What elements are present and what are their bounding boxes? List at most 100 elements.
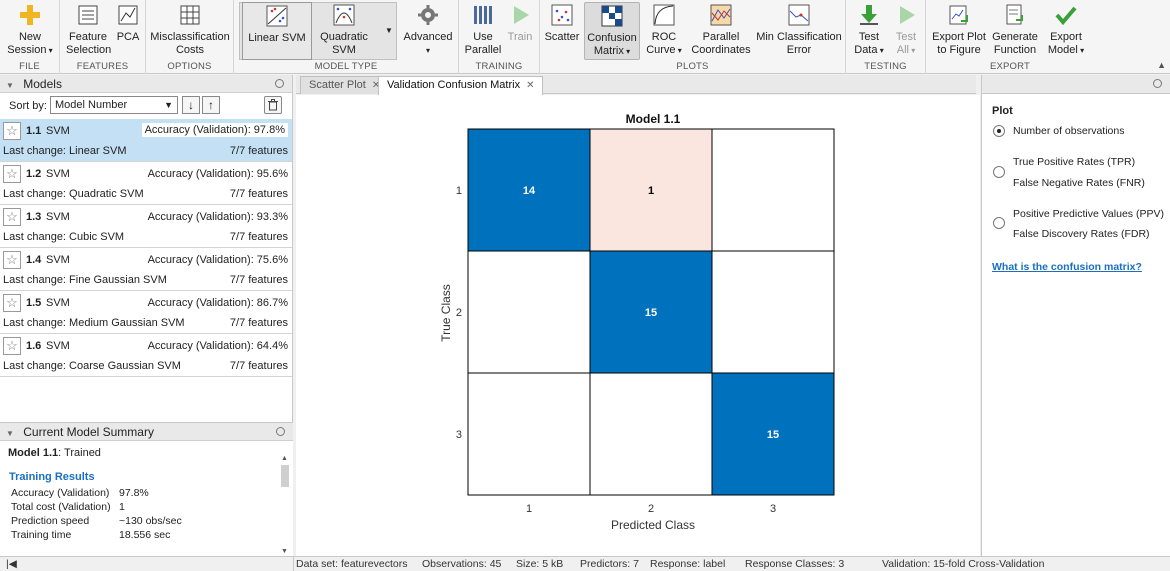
use-parallel-button[interactable]: Use Parallel [463,2,503,60]
scatter-icon [551,4,573,26]
group-plots: Scatter Confusion Matrix ▾ ROC Curve ▾ P… [540,0,846,74]
group-label-model-type: MODEL TYPE [314,61,378,72]
star-icon[interactable]: ☆ [3,208,21,226]
close-icon[interactable]: ✕ [371,80,381,91]
star-icon[interactable]: ☆ [3,337,21,355]
checkmark-icon [1055,6,1077,26]
model-features: 7/7 features [229,188,288,200]
panel-options-icon[interactable] [276,427,285,436]
group-model-type: Linear SVM Quadratic SVM ▼ Advanced ▾ MOD… [234,0,459,74]
radio-number-of-observations[interactable] [993,125,1005,137]
summary-scrollbar[interactable]: ▲ ▼ [280,455,290,555]
delete-model-button[interactable] [264,96,282,114]
advanced-button[interactable]: Advanced ▾ [402,2,454,60]
quadratic-svm-button[interactable]: Quadratic SVM [314,2,374,60]
confusion-matrix-button[interactable]: Confusion Matrix ▾ [584,2,640,60]
current-model-summary: ▼ Current Model Summary Model 1.1: Train… [0,422,293,556]
train-button[interactable]: Train [505,2,535,60]
feature-selection-button[interactable]: Feature Selection [66,2,111,60]
models-panel-header[interactable]: ▼ Models [0,75,292,93]
summary-value: ~130 obs/sec [119,515,182,527]
export-plot-label: Export Plot to Figure [932,31,986,56]
arrow-down-icon: ↓ [188,98,194,112]
radio-ppv-fdr[interactable] [993,217,1005,229]
group-features: Feature Selection PCA FEATURES [60,0,146,74]
misclassification-costs-label: Misclassification Costs [150,31,230,56]
play-icon [900,6,915,24]
scatter-button[interactable]: Scatter [543,2,581,60]
pca-icon [118,5,138,25]
tab-validation-confusion-matrix[interactable]: Validation Confusion Matrix ✕ [378,76,544,95]
star-icon[interactable]: ☆ [3,165,21,183]
sort-select-value: Model Number [55,99,128,111]
chart-title: Model 1.1 [626,112,681,126]
scroll-down-icon[interactable]: ▼ [281,548,288,555]
generate-function-label: Generate Function [992,31,1038,56]
matrix-cell [589,250,713,374]
summary-value: 97.8% [119,487,149,499]
y-tick-label: 1 [456,185,462,197]
min-classification-error-button[interactable]: Min Classification Error [756,2,842,60]
generate-function-button[interactable]: Generate Function [990,2,1040,60]
star-icon[interactable]: ☆ [3,251,21,269]
model-last-change: Last change: Coarse Gaussian SVM [3,360,181,372]
status-collapse-icon[interactable]: |◀ [6,558,17,570]
confusion-matrix-help-link[interactable]: What is the confusion matrix? [992,261,1142,273]
roc-curve-button[interactable]: ROC Curve ▾ [644,2,684,60]
gear-icon [418,5,438,25]
sort-select[interactable]: Model Number ▼ [50,96,178,114]
quadratic-svm-label: Quadratic SVM [320,31,368,56]
parallel-coordinates-button[interactable]: Parallel Coordinates [688,2,754,60]
test-data-button[interactable]: Test Data ▾ [850,2,888,60]
model-item[interactable]: ☆ 1.6 SVM Accuracy (Validation): 64.4% L… [0,334,292,377]
group-label-file: FILE [19,61,40,72]
sort-ascending-button[interactable]: ↑ [202,96,220,114]
summary-model-status: : Trained [58,447,101,459]
group-export: Export Plot to Figure Generate Function … [926,0,1094,74]
misclassification-costs-button[interactable]: Misclassification Costs [150,2,230,60]
test-all-button[interactable]: Test All ▾ [890,2,922,60]
model-item[interactable]: ☆ 1.4 SVM Accuracy (Validation): 75.6% L… [0,248,292,291]
close-icon[interactable]: ✕ [526,80,535,91]
download-arrow-icon [860,5,878,25]
export-plot-button[interactable]: Export Plot to Figure [930,2,988,60]
model-type: SVM [46,254,70,266]
model-type: SVM [46,297,70,309]
collapse-triangle-icon[interactable]: ▼ [6,429,14,438]
matrix-cell [467,128,591,252]
scrollbar-thumb[interactable] [281,465,289,487]
pca-button[interactable]: PCA [114,2,142,60]
collapse-triangle-icon[interactable]: ▼ [6,81,14,90]
linear-svm-button[interactable]: Linear SVM [242,2,312,60]
summary-header[interactable]: ▼ Current Model Summary [0,423,293,441]
tab-label: Scatter Plot [309,79,366,91]
panel-options-icon[interactable] [275,79,284,88]
star-icon[interactable]: ☆ [3,294,21,312]
model-type: SVM [46,168,70,180]
sort-label: Sort by: [9,100,47,112]
models-panel-title: Models [23,77,62,91]
status-dataset: Data set: featurevectors [296,558,408,570]
tab-label: Validation Confusion Matrix [387,79,521,91]
model-number: 1.6 [26,340,42,352]
panel-options-icon[interactable] [1153,79,1162,88]
collapse-toolstrip-icon[interactable]: ▲ [1157,60,1166,70]
sort-descending-button[interactable]: ↓ [182,96,200,114]
export-model-button[interactable]: Export Model ▾ [1042,2,1090,60]
plot-area: Model 1.1 14 1 15 15 1 2 3 1 2 3 Predicted Clas… [296,95,980,556]
trash-icon [268,99,278,111]
model-features: 7/7 features [229,317,288,329]
star-icon[interactable]: ☆ [3,122,21,140]
model-item[interactable]: ☆ 1.1 SVM Accuracy (Validation): 97.8% L… [0,119,292,162]
model-item[interactable]: ☆ 1.5 SVM Accuracy (Validation): 86.7% L… [0,291,292,334]
group-label-features: FEATURES [76,61,129,72]
tab-scatter-plot[interactable]: Scatter Plot ✕ [300,76,390,94]
radio-tpr-fnr[interactable] [993,166,1005,178]
model-type: SVM [46,125,70,137]
chevron-down-icon: ▼ [164,100,173,110]
model-item[interactable]: ☆ 1.2 SVM Accuracy (Validation): 95.6% L… [0,162,292,205]
gallery-expand-button[interactable]: ▼ [382,24,396,38]
scroll-up-icon[interactable]: ▲ [281,455,288,462]
model-item[interactable]: ☆ 1.3 SVM Accuracy (Validation): 93.3% L… [0,205,292,248]
new-session-button[interactable]: New Session ▾ [3,2,57,60]
